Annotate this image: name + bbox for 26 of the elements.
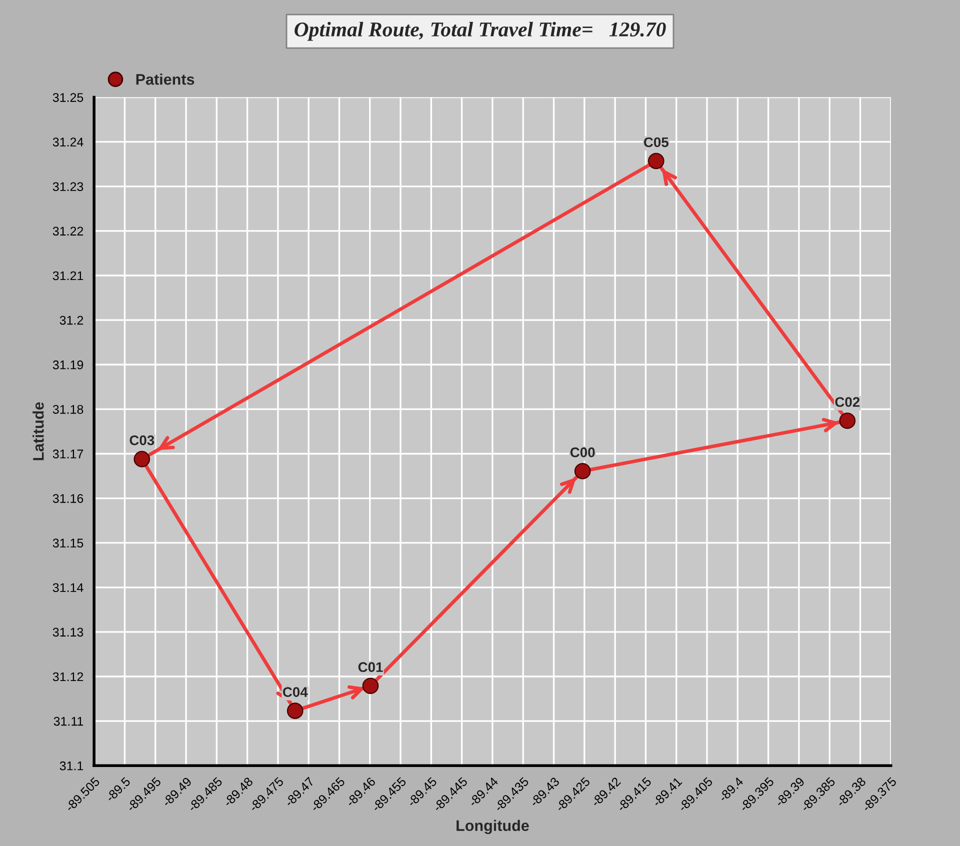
chart-title: Optimal Route, Total Travel Time= 129.70 — [294, 22, 666, 41]
y-tick-label: 31.21 — [52, 271, 84, 280]
annotation: C00 — [570, 447, 595, 458]
y-tick-label: 31.1 — [60, 761, 84, 770]
y-tick-label: 31.12 — [52, 672, 84, 682]
legend-label: Patients — [136, 74, 194, 85]
y-tick-label: 31.18 — [52, 404, 84, 414]
y-tick-label: 31.24 — [52, 138, 84, 146]
y-axis-title: Latitude — [32, 402, 44, 460]
y-tick-label: 31.15 — [52, 538, 84, 548]
y-tick-label: 31.14 — [52, 583, 84, 592]
y-tick-label: 31.13 — [52, 628, 84, 637]
annotation: C02 — [835, 397, 860, 407]
annotation: C01 — [358, 662, 383, 672]
x-axis-title: Longitude — [456, 820, 529, 834]
annotation: C05 — [644, 137, 668, 148]
y-tick-label: 31.11 — [54, 716, 84, 726]
y-tick-label: 31.2 — [60, 316, 84, 325]
y-tick-label: 31.25 — [52, 93, 84, 102]
y-tick-label: 31.16 — [52, 494, 84, 503]
annotation: C04 — [282, 687, 308, 697]
annotation: C03 — [130, 435, 154, 446]
y-tick-label: 31.17 — [52, 450, 84, 458]
y-tick-label: 31.22 — [52, 226, 84, 236]
y-tick-label: 31.23 — [52, 182, 84, 192]
y-tick-label: 31.19 — [52, 360, 84, 370]
